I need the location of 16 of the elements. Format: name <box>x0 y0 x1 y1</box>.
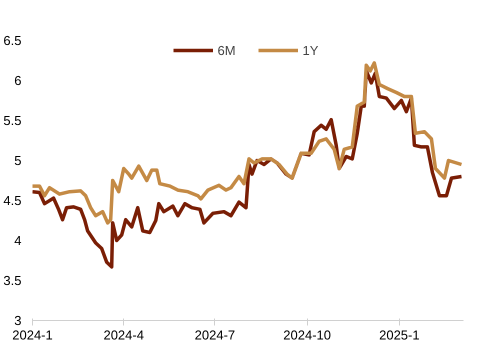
x-tick-label: 2024-7 <box>194 328 236 342</box>
legend-label: 1Y <box>302 42 320 58</box>
y-tick-label: 3.5 <box>3 273 22 288</box>
x-tick-label: 2024-1 <box>12 328 53 342</box>
legend-label: 6M <box>218 42 237 58</box>
y-tick-label: 6.5 <box>3 33 22 48</box>
y-tick-label: 5.5 <box>3 113 22 128</box>
x-tick-label: 2025-1 <box>379 328 420 342</box>
x-tick-label: 2024-4 <box>103 328 144 342</box>
x-tick-label: 2024-10 <box>283 328 331 342</box>
line-series <box>32 61 464 225</box>
y-tick-label: 4.5 <box>3 193 22 208</box>
y-tick-label: 5 <box>14 153 22 168</box>
y-tick-label: 4 <box>14 233 22 248</box>
y-tick-label: 3 <box>14 313 22 328</box>
y-tick-label: 6 <box>14 73 22 88</box>
